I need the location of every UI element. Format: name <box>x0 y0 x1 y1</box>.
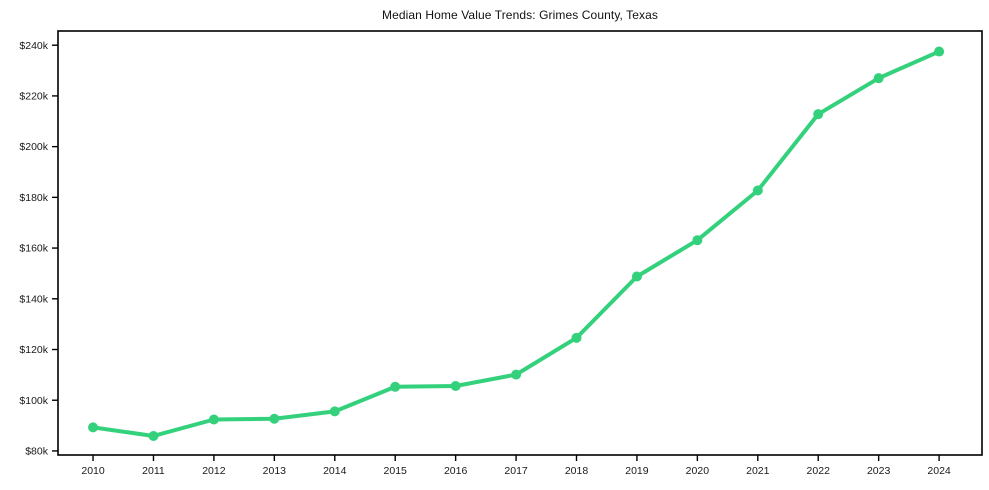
data-point-2022 <box>813 109 824 120</box>
plot-border <box>57 30 983 456</box>
x-axis-tick-label: 2019 <box>625 465 649 477</box>
data-point-2015 <box>390 381 401 392</box>
x-axis-tick-label: 2010 <box>81 465 105 477</box>
y-axis-tick-label: $140k <box>19 293 48 305</box>
data-point-2024 <box>934 46 945 57</box>
data-point-2018 <box>571 332 582 343</box>
x-axis-tick-label: 2020 <box>686 465 710 477</box>
y-axis-tick-label: $100k <box>19 395 48 407</box>
y-axis-tick-label: $120k <box>19 344 48 356</box>
x-axis-tick-label: 2018 <box>565 465 589 477</box>
y-axis-tick-label: $180k <box>19 192 48 204</box>
y-axis-tick-label: $240k <box>19 40 48 52</box>
x-axis-tick-label: 2022 <box>807 465 831 477</box>
data-point-2021 <box>752 185 763 196</box>
data-point-2020 <box>692 235 703 246</box>
y-axis-tick-label: $160k <box>19 243 48 255</box>
x-axis-tick-label: 2013 <box>263 465 287 477</box>
x-axis-tick-label: 2021 <box>746 465 770 477</box>
x-axis-tick-label: 2015 <box>384 465 408 477</box>
y-axis-tick-label: $200k <box>19 141 48 153</box>
x-axis-tick-label: 2011 <box>142 465 165 477</box>
data-point-2017 <box>511 369 522 380</box>
x-axis-tick-label: 2012 <box>202 465 226 477</box>
data-point-2011 <box>148 430 159 441</box>
x-axis-tick-label: 2016 <box>444 465 468 477</box>
y-axis-tick-label: $80k <box>25 446 49 458</box>
y-axis-tick-label: $220k <box>19 91 48 103</box>
data-point-2010 <box>88 422 99 433</box>
data-point-2013 <box>269 413 280 424</box>
data-point-2014 <box>329 406 340 417</box>
data-point-2012 <box>208 414 219 425</box>
x-axis-tick-label: 2023 <box>867 465 891 477</box>
data-point-2023 <box>873 73 884 84</box>
x-axis-tick-label: 2014 <box>323 465 347 477</box>
chart-title: Median Home Value Trends: Grimes County,… <box>381 8 659 22</box>
data-point-2016 <box>450 381 461 392</box>
x-axis-tick-label: 2024 <box>927 465 951 477</box>
data-point-2019 <box>631 271 642 282</box>
x-axis-tick-label: 2017 <box>504 465 528 477</box>
